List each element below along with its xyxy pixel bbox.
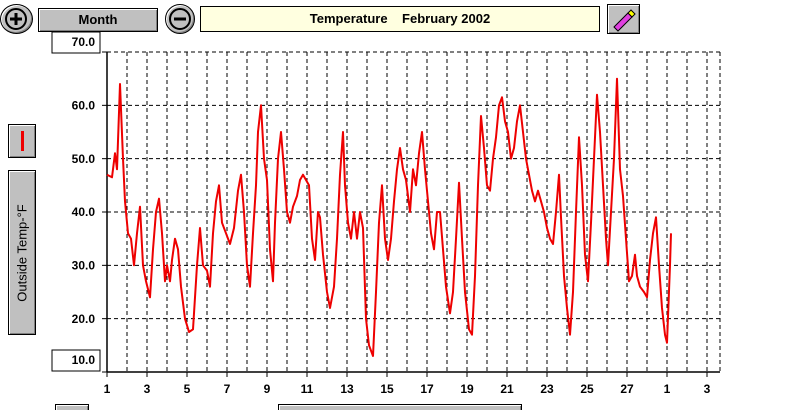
y-tick-label: 20.0 xyxy=(72,312,96,326)
y-tick-label: 40.0 xyxy=(72,205,96,219)
x-tick-label: 25 xyxy=(580,382,594,396)
zoom-out-icon xyxy=(169,8,191,30)
x-tick-label: 11 xyxy=(301,382,314,396)
zoom-in-icon xyxy=(5,8,27,30)
zoom-in-button[interactable] xyxy=(0,4,33,34)
x-tick-label: 9 xyxy=(264,382,271,396)
series-color-button[interactable] xyxy=(8,124,36,158)
x-tick-label: 7 xyxy=(224,382,231,396)
x-tick-label: 5 xyxy=(184,382,191,396)
x-tick-label: 3 xyxy=(704,382,711,396)
y-tick-label: 50.0 xyxy=(72,152,96,166)
y-tick-label: 60.0 xyxy=(72,99,96,113)
x-tick-label: 23 xyxy=(540,382,554,396)
scroll-box[interactable] xyxy=(55,404,89,410)
x-tick-label: 15 xyxy=(380,382,394,396)
series-swatch xyxy=(21,131,24,151)
scrollbar[interactable] xyxy=(278,404,522,410)
y-tick-box xyxy=(51,349,101,372)
x-tick-label: 17 xyxy=(420,382,434,396)
zoom-out-button[interactable] xyxy=(165,4,195,34)
y-tick-label: 70.0 xyxy=(72,35,96,49)
x-tick-label: 27 xyxy=(620,382,634,396)
print-icon xyxy=(613,9,636,32)
x-tick-label: 1 xyxy=(104,382,111,396)
y-tick-label: 10.0 xyxy=(72,353,96,367)
chart-title: Temperature February 2002 xyxy=(200,6,600,32)
y-axis-button[interactable]: Outside Temp-°F xyxy=(8,170,36,335)
x-tick-label: 3 xyxy=(144,382,151,396)
chart: 10.020.030.040.050.060.070.01 3 5 7 9 11 13 15 1… xyxy=(51,31,721,396)
x-tick-label: 13 xyxy=(340,382,354,396)
temperature-line xyxy=(106,77,672,357)
print-button[interactable] xyxy=(607,4,640,34)
y-tick-label: 30.0 xyxy=(72,259,96,273)
y-tick-box xyxy=(51,31,101,54)
x-tick-label: 1 xyxy=(664,382,671,396)
x-tick-label: 19 xyxy=(460,382,474,396)
x-tick-label: 21 xyxy=(500,382,514,396)
